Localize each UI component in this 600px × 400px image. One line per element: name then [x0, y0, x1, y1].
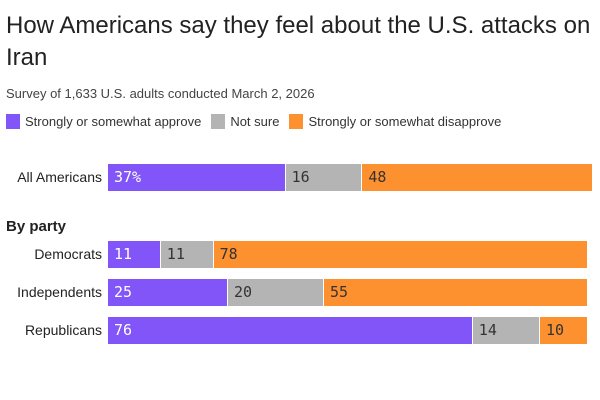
- data-label: 20: [234, 283, 253, 301]
- legend-item-disapprove: Strongly or somewhat disapprove: [289, 114, 501, 129]
- data-label: 14: [478, 321, 497, 339]
- bar-segment: [228, 279, 323, 306]
- data-label: 10: [546, 321, 565, 339]
- chart-subtitle: Survey of 1,633 U.S. adults conducted Ma…: [6, 86, 315, 101]
- chart-title: How Americans say they feel about the U.…: [6, 12, 591, 71]
- bar-segment: [108, 164, 285, 191]
- legend-label: Not sure: [230, 114, 280, 129]
- legend-item-approve: Strongly or somewhat approve: [6, 114, 201, 129]
- bar-segment: [324, 279, 587, 306]
- bar-segment: [285, 164, 362, 191]
- legend-label: Strongly or somewhat disapprove: [308, 114, 502, 129]
- data-label: 48: [368, 168, 387, 186]
- row-label: Independents: [17, 284, 102, 300]
- legend-item-not-sure: Not sure: [211, 114, 279, 129]
- legend-label: Strongly or somewhat approve: [25, 114, 202, 129]
- data-label: 11: [114, 245, 133, 263]
- group-heading: By party: [6, 218, 67, 235]
- bar-segment: [472, 317, 539, 344]
- bar-segment: [108, 317, 472, 344]
- bar-segment: [160, 241, 213, 268]
- data-label: 25: [114, 283, 133, 301]
- legend-swatch: [211, 114, 226, 129]
- data-label: 76: [114, 321, 133, 339]
- data-label: 78: [219, 245, 238, 263]
- row-label: Republicans: [24, 322, 102, 338]
- legend: Strongly or somewhat approve Not sure St…: [6, 114, 594, 129]
- bar-segment: [362, 164, 592, 191]
- data-label: 11: [166, 245, 185, 263]
- bar-segment: [108, 241, 160, 268]
- bar-segment: [540, 317, 587, 344]
- data-label: 37%: [114, 168, 142, 186]
- row-label: Democrats: [34, 246, 102, 262]
- data-label: 16: [291, 168, 310, 186]
- legend-swatch: [289, 114, 304, 129]
- data-label: 55: [330, 283, 349, 301]
- bar-segment: [108, 279, 227, 306]
- legend-swatch: [6, 114, 20, 129]
- bar-segment: [213, 241, 587, 268]
- row-label: All Americans: [17, 169, 102, 185]
